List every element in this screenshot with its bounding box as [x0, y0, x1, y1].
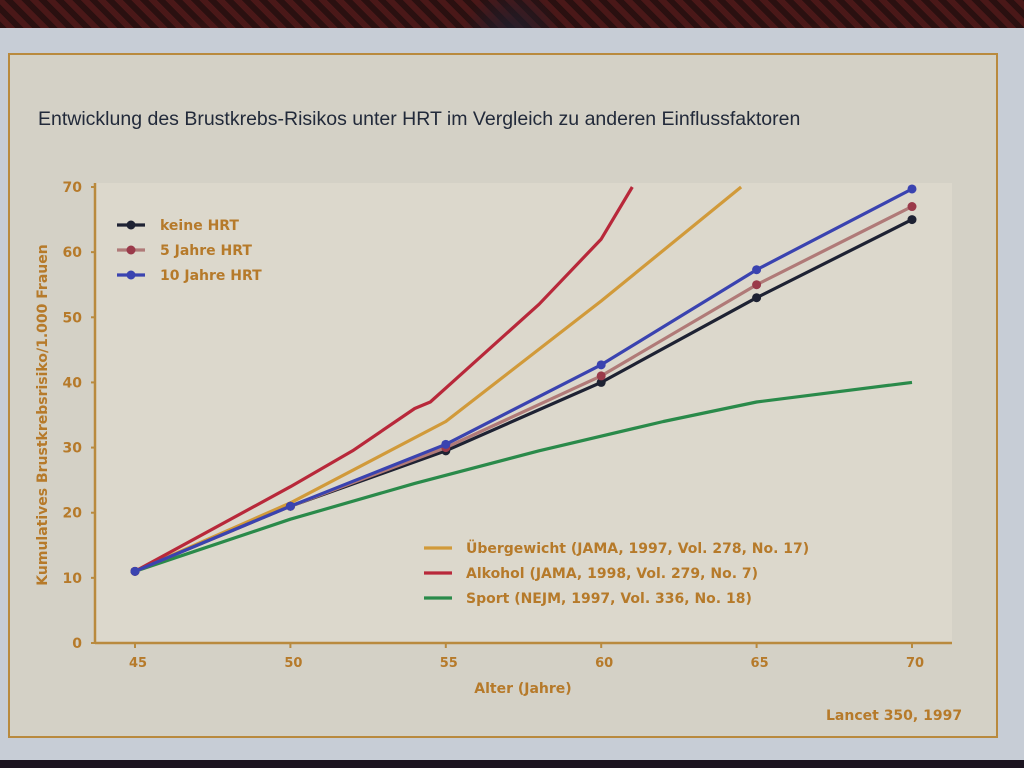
data-point-marker [752, 280, 762, 290]
x-tick-label: 55 [440, 656, 458, 671]
x-tick-label: 50 [284, 656, 302, 671]
series-lines [130, 184, 917, 576]
legend-label: keine HRT [160, 218, 239, 234]
data-point-marker [596, 377, 606, 387]
data-point-marker [596, 360, 606, 370]
legend-label: Alkohol (JAMA, 1998, Vol. 279, No. 7) [466, 566, 758, 582]
data-point-marker [907, 184, 917, 194]
y-tick-label: 30 [63, 441, 83, 457]
legend-marker [126, 270, 136, 280]
x-tick-label: 60 [595, 656, 613, 671]
legend-label: Übergewicht (JAMA, 1997, Vol. 278, No. 1… [466, 539, 809, 557]
chart-title: Entwicklung des Brustkrebs-Risikos unter… [38, 108, 801, 130]
series-line [134, 186, 634, 573]
y-tick-label: 50 [63, 310, 83, 326]
y-tick-label: 10 [63, 571, 83, 587]
x-axis-label: Alter (Jahre) [474, 681, 571, 697]
source-citation: Lancet 350, 1997 [826, 708, 963, 724]
data-point-marker [130, 566, 140, 576]
x-axis: 45 50 55 60 65 70 [95, 641, 952, 671]
y-tick-label: 70 [63, 180, 83, 196]
bottom-edge [0, 760, 1024, 768]
y-axis: 0 10 20 30 40 50 60 70 [63, 180, 97, 652]
legend-label: Sport (NEJM, 1997, Vol. 336, No. 18) [466, 591, 752, 607]
data-point-marker [752, 293, 762, 303]
y-tick-label: 20 [63, 506, 83, 522]
x-tick-label: 45 [129, 656, 147, 671]
y-tick-label: 60 [63, 245, 83, 261]
legend-factors: Übergewicht (JAMA, 1997, Vol. 278, No. 1… [424, 539, 809, 607]
y-axis-label: Kumulatives Brustkrebsrisiko/1.000 Fraue… [35, 244, 51, 585]
y-tick-label: 0 [72, 636, 82, 652]
legend-hrt: keine HRT 5 Jahre HRT 10 Jahre HRT [117, 218, 262, 284]
data-point-marker [752, 265, 762, 275]
data-point-marker [285, 501, 295, 511]
legend-label: 5 Jahre HRT [160, 243, 252, 259]
series-line [134, 185, 743, 573]
y-tick-label: 40 [63, 375, 83, 391]
x-tick-label: 65 [751, 656, 769, 671]
data-point-marker [907, 202, 917, 212]
x-tick-label: 70 [906, 656, 924, 671]
data-point-marker [441, 439, 451, 449]
data-point-marker [907, 215, 917, 225]
data-point-marker [596, 371, 606, 381]
series-line [134, 187, 913, 573]
legend-label: 10 Jahre HRT [160, 268, 262, 284]
legend-marker [126, 220, 136, 230]
series-line [134, 380, 913, 573]
legend-marker [126, 245, 136, 255]
